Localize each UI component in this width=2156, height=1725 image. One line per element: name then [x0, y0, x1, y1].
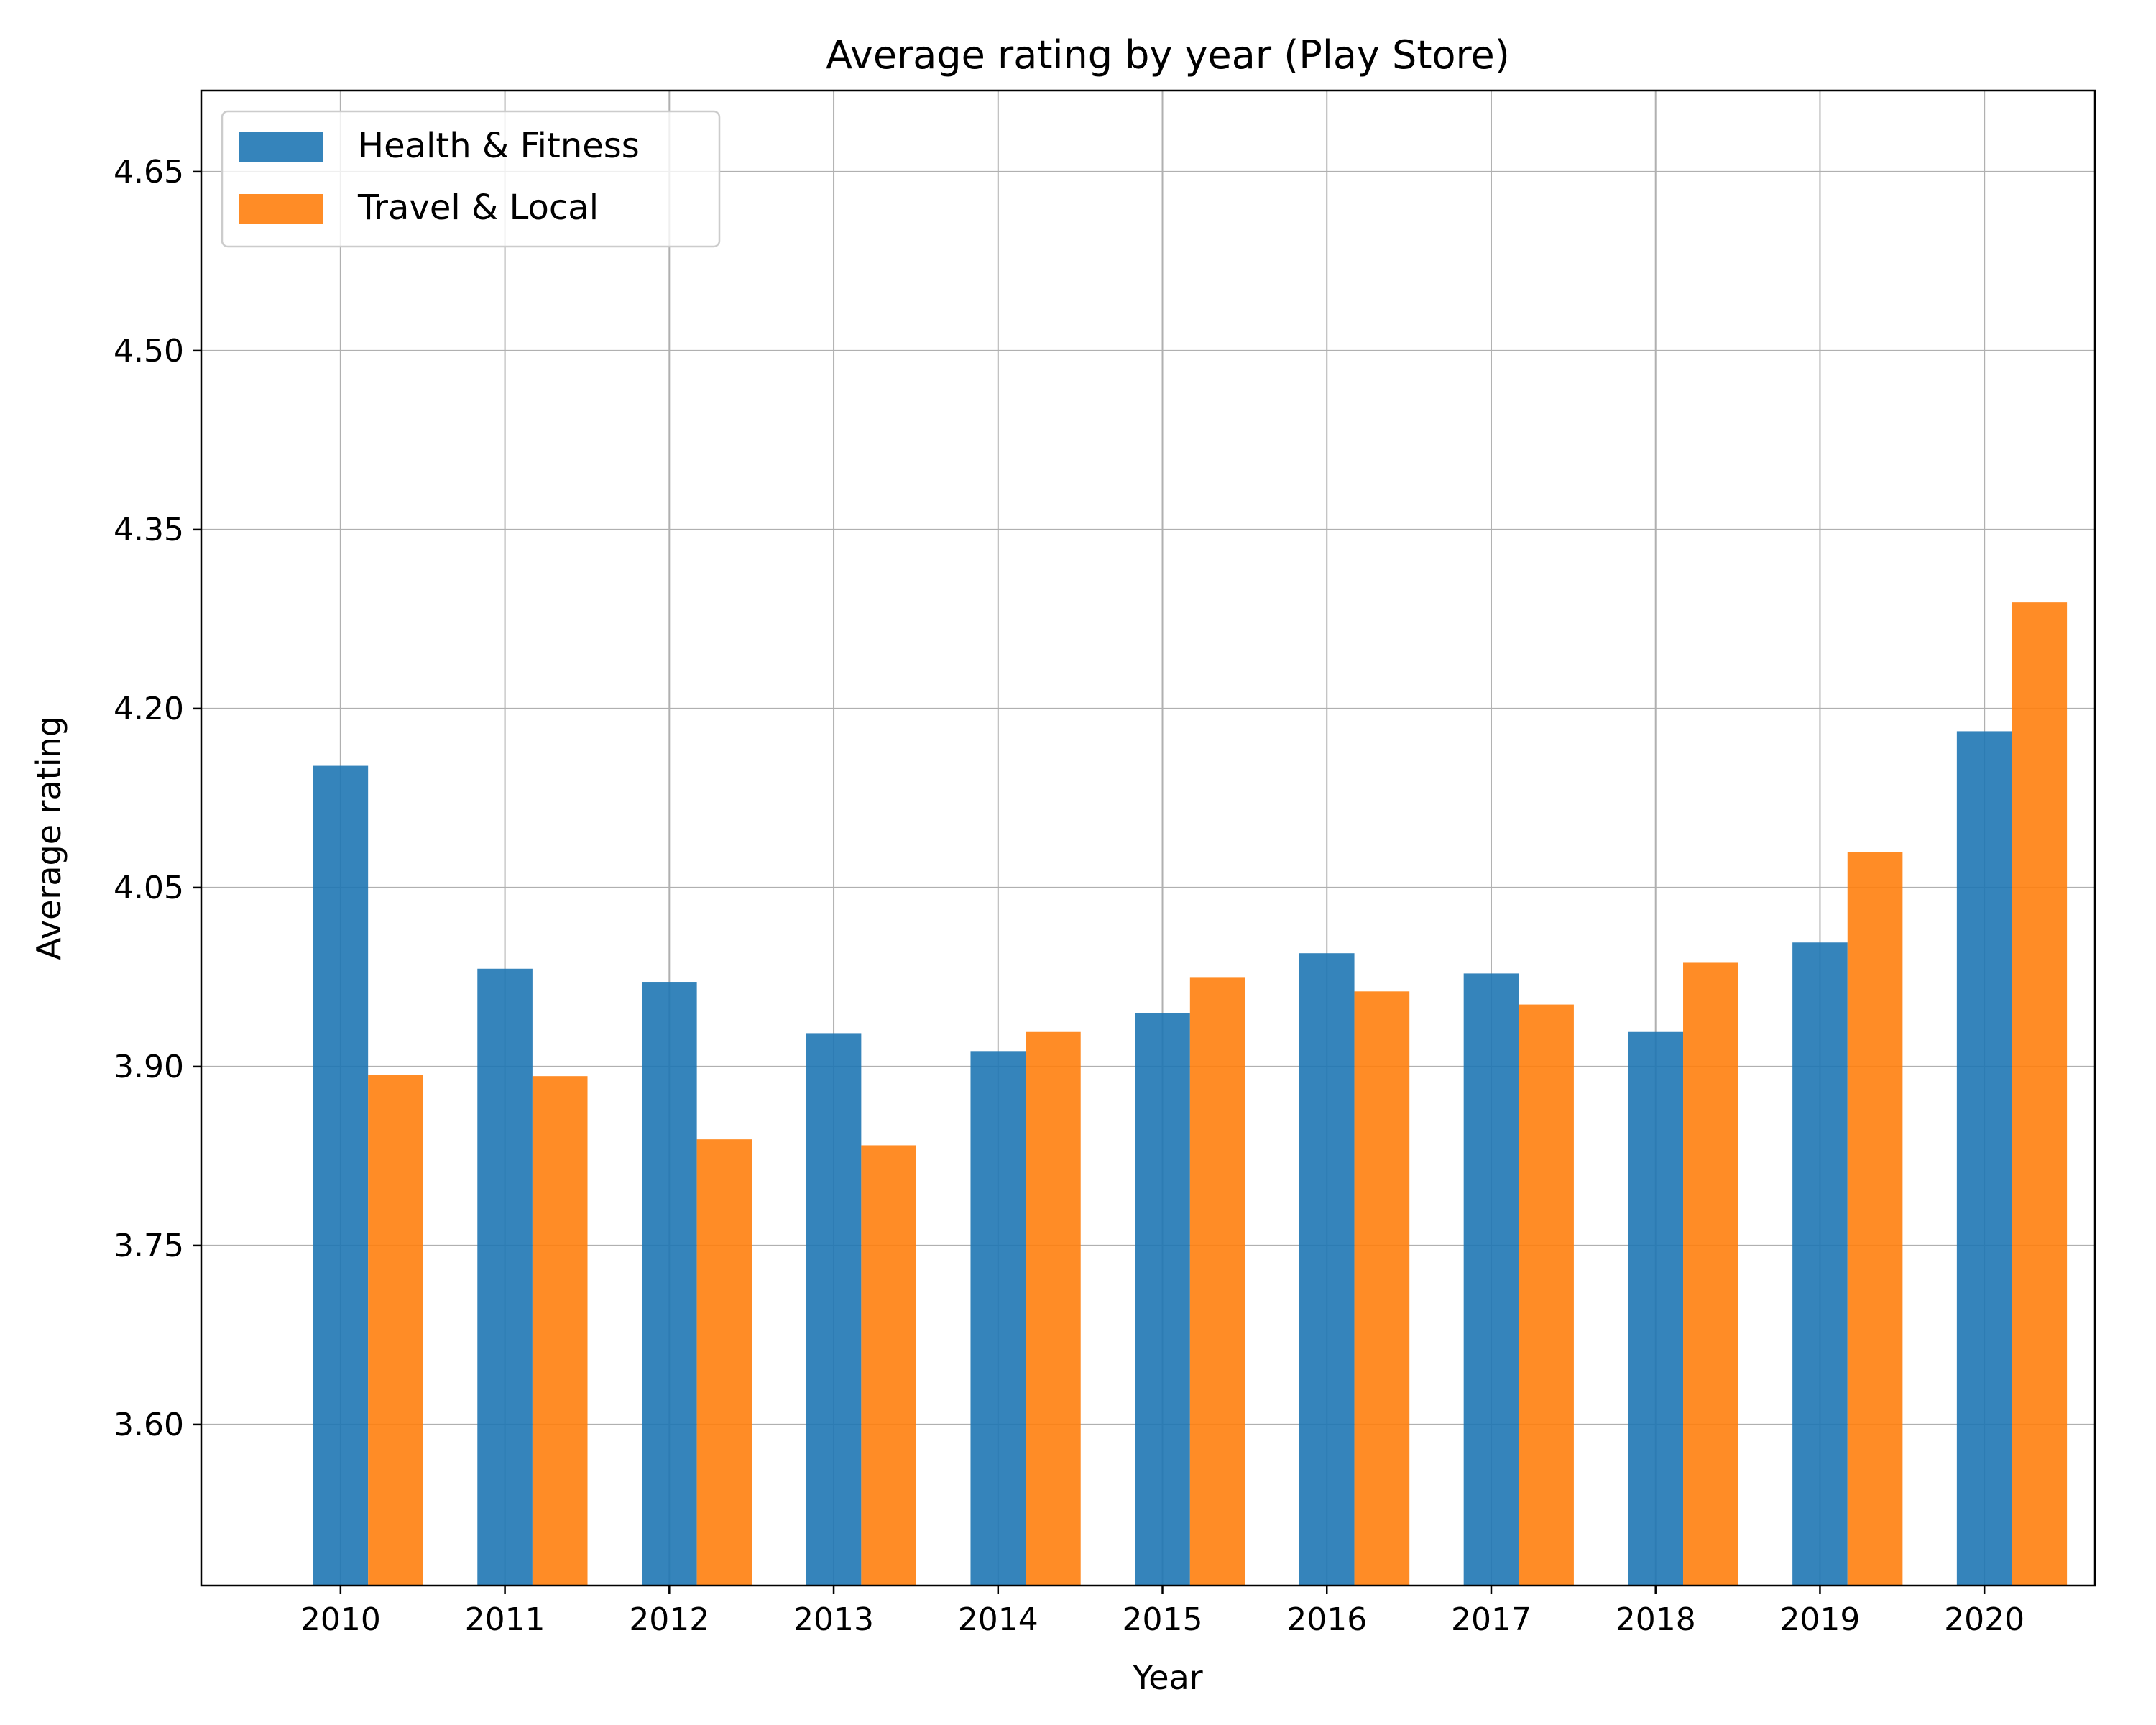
x-tick-label: 2017	[1451, 1601, 1531, 1638]
y-tick-label: 4.65	[114, 154, 184, 190]
bar-travel-local-2010	[368, 1075, 423, 1586]
bar-travel-local-2012	[696, 1139, 752, 1586]
bar-health-fitness-2018	[1628, 1031, 1684, 1586]
legend-box	[221, 110, 721, 248]
x-axis-label: Year	[1132, 1658, 1202, 1697]
bar-travel-local-2011	[532, 1076, 588, 1586]
bar-health-fitness-2017	[1463, 973, 1519, 1586]
x-tick-label: 2014	[958, 1601, 1038, 1638]
bar-travel-local-2019	[1847, 852, 1903, 1586]
legend-label-travel-local: Travel & Local	[357, 188, 599, 228]
x-tick-label: 2013	[793, 1601, 874, 1638]
y-axis-label: Average rating	[29, 716, 68, 960]
x-tick-label: 2018	[1616, 1601, 1696, 1638]
bar-travel-local-2015	[1189, 977, 1245, 1586]
x-tick-label: 2012	[629, 1601, 709, 1638]
bar-health-fitness-2010	[313, 765, 369, 1586]
bar-travel-local-2018	[1683, 962, 1738, 1586]
bar-health-fitness-2011	[477, 968, 533, 1586]
x-tick-label: 2010	[300, 1601, 381, 1638]
bar-health-fitness-2020	[1956, 731, 2012, 1586]
bar-health-fitness-2014	[970, 1051, 1026, 1586]
bar-travel-local-2014	[1026, 1031, 1081, 1586]
x-tick-label: 2020	[1944, 1601, 2024, 1638]
bar-health-fitness-2016	[1299, 953, 1355, 1586]
bar-health-fitness-2015	[1135, 1013, 1190, 1586]
x-tick-label: 2015	[1123, 1601, 1203, 1638]
legend-swatch-health-fitness	[239, 132, 323, 162]
y-tick-label: 3.90	[114, 1049, 184, 1085]
chart-title: Average rating by year (Play Store)	[826, 32, 1510, 78]
bar-health-fitness-2019	[1792, 942, 1848, 1586]
bar-travel-local-2020	[2012, 602, 2068, 1586]
bar-travel-local-2017	[1519, 1004, 1574, 1586]
y-tick-label: 4.50	[114, 333, 184, 369]
legend-swatch-travel-local	[239, 194, 323, 224]
y-tick-label: 3.60	[114, 1407, 184, 1443]
x-tick-label: 2011	[465, 1601, 545, 1638]
y-axis-ticks: 3.60 3.75 3.90 4.05 4.20 4.35 4.50 4.65	[114, 154, 201, 1443]
legend: Health & Fitness Travel & Local	[221, 110, 721, 248]
y-tick-label: 4.35	[114, 512, 184, 548]
plot-frame	[200, 89, 2096, 1587]
y-tick-label: 4.20	[114, 691, 184, 727]
x-axis-ticks: 2010 2011 2012 2013 2014 2015 2016 2017 2018 2019…	[300, 1586, 2024, 1638]
bar-travel-local-2013	[861, 1145, 916, 1586]
legend-label-health-fitness: Health & Fitness	[358, 126, 640, 166]
bar-health-fitness-2013	[806, 1033, 862, 1586]
bar-health-fitness-2012	[642, 982, 697, 1586]
y-tick-label: 3.75	[114, 1228, 184, 1264]
x-tick-label: 2019	[1779, 1601, 1860, 1638]
y-tick-label: 4.05	[114, 870, 184, 906]
x-tick-label: 2016	[1286, 1601, 1367, 1638]
bar-travel-local-2016	[1354, 991, 1410, 1586]
bars	[313, 602, 2068, 1586]
